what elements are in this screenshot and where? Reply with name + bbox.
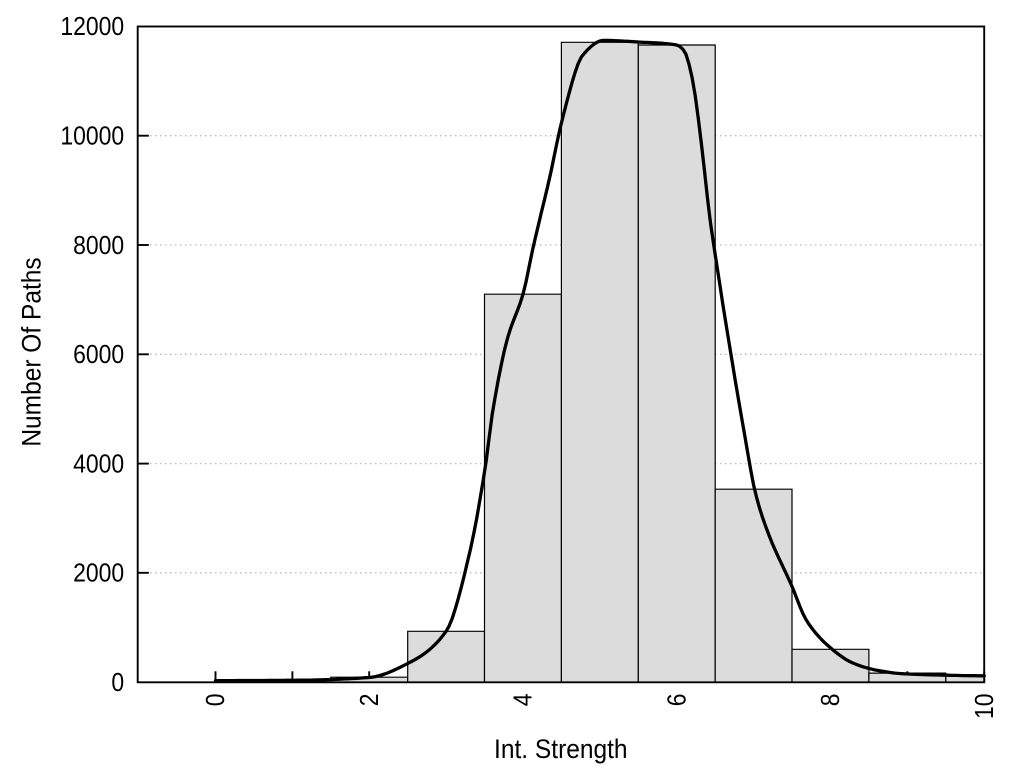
svg-text:0: 0 <box>202 694 230 707</box>
svg-text:10000: 10000 <box>60 122 124 150</box>
svg-text:8: 8 <box>817 694 845 707</box>
svg-text:6: 6 <box>663 694 691 707</box>
svg-text:0: 0 <box>111 669 124 697</box>
svg-text:Int. Strength: Int. Strength <box>494 735 627 764</box>
svg-text:10: 10 <box>971 694 999 720</box>
svg-text:2000: 2000 <box>73 560 124 588</box>
svg-text:4000: 4000 <box>73 450 124 478</box>
svg-text:4: 4 <box>510 694 538 707</box>
svg-text:2: 2 <box>356 694 384 707</box>
svg-text:Number Of Paths: Number Of Paths <box>18 257 47 446</box>
svg-text:12000: 12000 <box>60 13 124 41</box>
svg-text:8000: 8000 <box>73 232 124 260</box>
svg-text:6000: 6000 <box>73 341 124 369</box>
